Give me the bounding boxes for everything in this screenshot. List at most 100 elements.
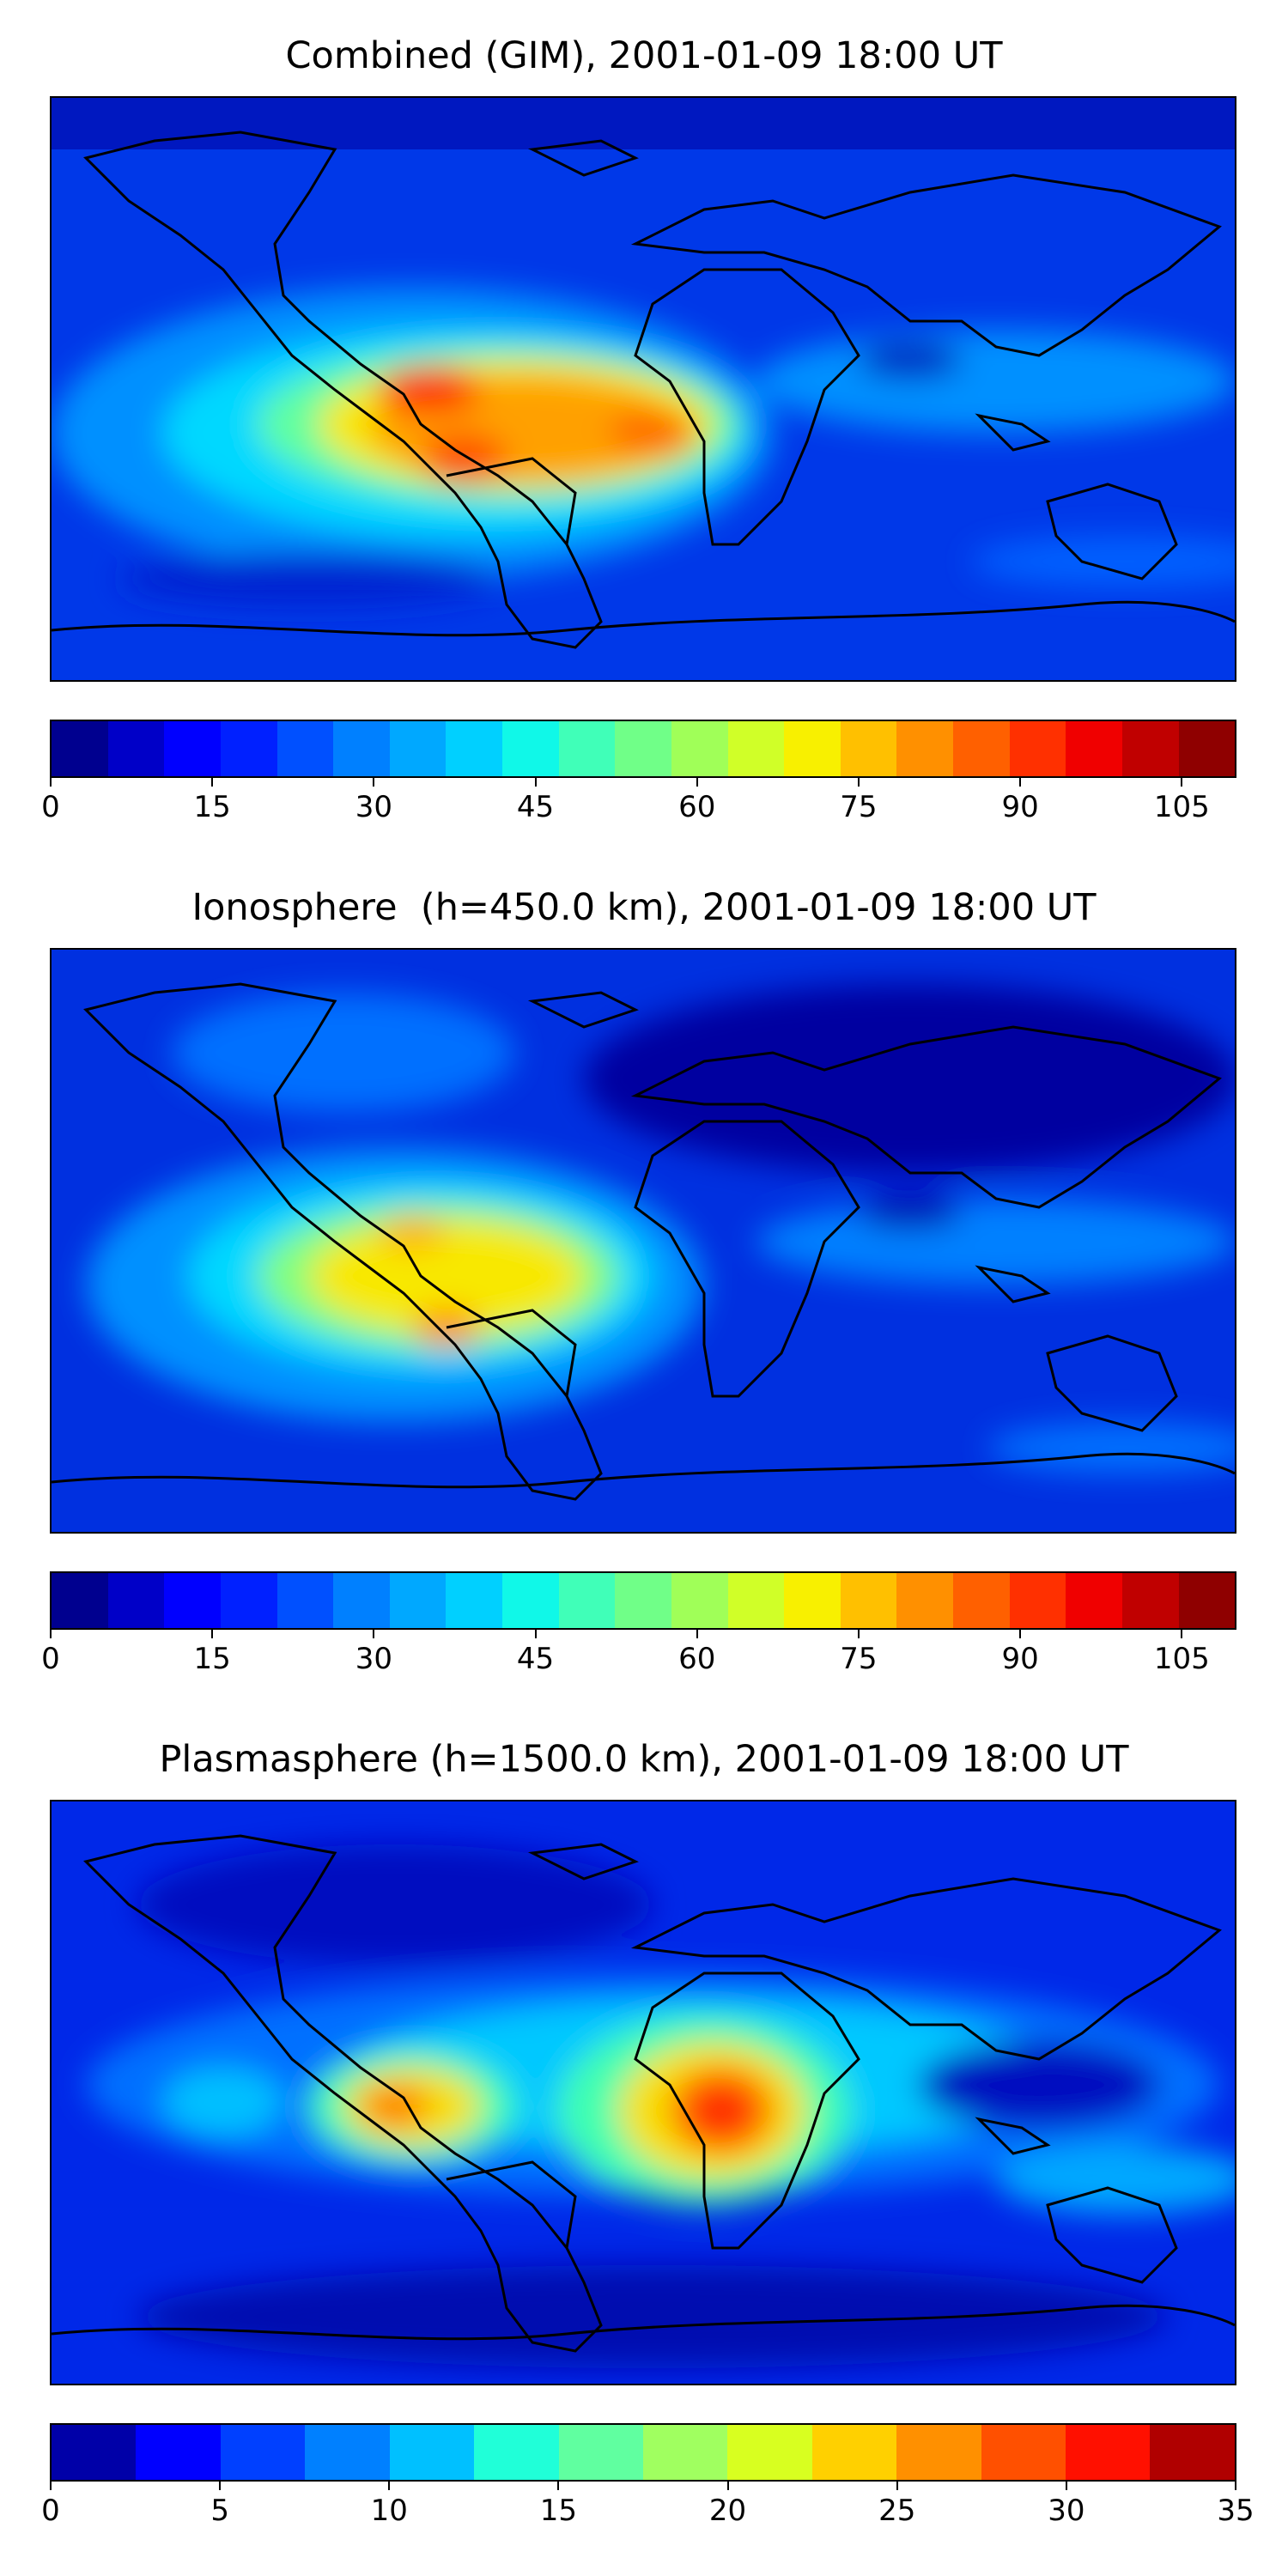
colorbar-tick-label: 30 bbox=[355, 1642, 392, 1676]
colorbar-segment bbox=[474, 2425, 559, 2480]
colorbar-segment bbox=[164, 721, 221, 776]
colorbar-segment bbox=[1150, 2425, 1235, 2480]
colorbar-segment bbox=[220, 721, 277, 776]
colorbar-tick bbox=[50, 1628, 52, 1638]
colorbar-segment bbox=[52, 1573, 108, 1628]
colorbar-segment bbox=[502, 1573, 559, 1628]
colorbar-segment bbox=[981, 2425, 1066, 2480]
colorbar-tick-label: 45 bbox=[516, 790, 555, 824]
colorbar-tick bbox=[1181, 1628, 1183, 1638]
colorbar-segment bbox=[1066, 2425, 1151, 2480]
colorbar-segment bbox=[784, 721, 841, 776]
colorbar-segment bbox=[1121, 721, 1179, 776]
colorbar-segment bbox=[1009, 721, 1066, 776]
colorbar-segment bbox=[107, 721, 165, 776]
colorbar-tick bbox=[373, 776, 375, 787]
map-plasmasphere bbox=[50, 1800, 1236, 2385]
colorbar-segment bbox=[811, 2425, 897, 2480]
colorbar-tick bbox=[534, 1628, 537, 1638]
colorbar-tick-label: 90 bbox=[1001, 790, 1039, 824]
colorbar-tick bbox=[50, 776, 52, 787]
colorbar-segment bbox=[1178, 721, 1235, 776]
panel-title: Ionosphere (h=450.0 km), 2001-01-09 18:0… bbox=[191, 886, 1097, 929]
colorbar-segment bbox=[896, 721, 953, 776]
colorbar-tick bbox=[534, 776, 537, 787]
colorbar-segment bbox=[276, 1573, 334, 1628]
colorbar-tick bbox=[211, 776, 214, 787]
colorbar-segment bbox=[615, 1573, 671, 1628]
colorbar-tick-label: 105 bbox=[1153, 790, 1210, 824]
colorbar-segment bbox=[558, 721, 616, 776]
colorbar-segment bbox=[953, 1573, 1010, 1628]
colorbar-segment bbox=[276, 721, 334, 776]
map-ionosphere bbox=[50, 948, 1236, 1534]
colorbar-segment bbox=[389, 1573, 447, 1628]
colorbar-tick bbox=[1019, 1628, 1022, 1638]
colorbar-tick-label: 0 bbox=[41, 2494, 60, 2528]
colorbar-tick-label: 15 bbox=[193, 790, 231, 824]
colorbar-tick-label: 45 bbox=[516, 1642, 555, 1676]
colorbar-segment bbox=[671, 721, 728, 776]
colorbar-segment bbox=[840, 1573, 897, 1628]
colorbar-segment bbox=[727, 721, 785, 776]
colorbar-tick-label: 105 bbox=[1153, 1642, 1210, 1676]
colorbar-segment bbox=[727, 2425, 812, 2480]
colorbar-segment bbox=[446, 721, 502, 776]
colorbar-segment bbox=[642, 2425, 728, 2480]
colorbar-segment bbox=[1009, 1573, 1066, 1628]
colorbar-segment bbox=[727, 1573, 785, 1628]
colorbar-segment bbox=[220, 2425, 306, 2480]
colorbar-segment bbox=[52, 2425, 137, 2480]
colorbar-segment bbox=[502, 721, 559, 776]
colorbar-tick bbox=[373, 1628, 375, 1638]
map-combined bbox=[50, 96, 1236, 682]
colorbar-tick-label: 0 bbox=[41, 790, 60, 824]
colorbar-segment bbox=[52, 721, 108, 776]
colorbar-segment bbox=[305, 2425, 390, 2480]
colorbar-segment bbox=[107, 1573, 165, 1628]
colorbar-tick bbox=[696, 1628, 698, 1638]
colorbar-tick-label: 15 bbox=[539, 2494, 578, 2528]
colorbar-tick bbox=[726, 2480, 729, 2490]
colorbar-tick-label: 75 bbox=[840, 790, 878, 824]
colorbar-segment bbox=[953, 721, 1010, 776]
colorbar-tick-label: 5 bbox=[210, 2494, 229, 2528]
colorbar-segment bbox=[558, 2425, 643, 2480]
colorbar-segment bbox=[1066, 1573, 1122, 1628]
colorbar-tick-label: 75 bbox=[840, 1642, 878, 1676]
colorbar-ionosphere bbox=[50, 1571, 1236, 1630]
colorbar-segment bbox=[784, 1573, 841, 1628]
colorbar-tick bbox=[1181, 776, 1183, 787]
colorbar-segment bbox=[220, 1573, 277, 1628]
colorbar-tick bbox=[211, 1628, 214, 1638]
colorbar-tick-label: 30 bbox=[1048, 2494, 1085, 2528]
colorbar-tick-label: 25 bbox=[878, 2494, 916, 2528]
colorbar-tick bbox=[1065, 2480, 1067, 2490]
colorbar-tick-label: 30 bbox=[355, 790, 392, 824]
colorbar-segment bbox=[1066, 721, 1122, 776]
colorbar-tick-label: 15 bbox=[193, 1642, 231, 1676]
colorbar-tick bbox=[696, 776, 698, 787]
colorbar-segment bbox=[671, 1573, 728, 1628]
colorbar-tick bbox=[896, 2480, 898, 2490]
colorbar-segment bbox=[840, 721, 897, 776]
colorbar-plasmasphere bbox=[50, 2423, 1236, 2482]
colorbar-tick bbox=[1019, 776, 1022, 787]
panel-title: Combined (GIM), 2001-01-09 18:00 UT bbox=[285, 34, 1003, 77]
colorbar-segment bbox=[896, 2425, 981, 2480]
colorbar-tick-label: 20 bbox=[708, 2494, 747, 2528]
colorbar-ticks: 0 15 30 45 60 75 90 105 bbox=[41, 1628, 1236, 1680]
colorbar-ticks: 0 15 30 45 60 75 90 105 bbox=[41, 776, 1236, 828]
colorbar-tick bbox=[1235, 2480, 1236, 2490]
colorbar-tick bbox=[857, 776, 860, 787]
colorbar-segment bbox=[1121, 1573, 1179, 1628]
colorbar-combined bbox=[50, 720, 1236, 778]
panel-title: Plasmasphere (h=1500.0 km), 2001-01-09 1… bbox=[159, 1738, 1129, 1781]
colorbar-tick-label: 60 bbox=[678, 790, 716, 824]
colorbar-segment bbox=[389, 2425, 475, 2480]
colorbar-segment bbox=[615, 721, 671, 776]
colorbar-segment bbox=[333, 721, 390, 776]
colorbar-segment bbox=[389, 721, 447, 776]
colorbar-tick bbox=[857, 1628, 860, 1638]
colorbar-tick bbox=[557, 2480, 560, 2490]
